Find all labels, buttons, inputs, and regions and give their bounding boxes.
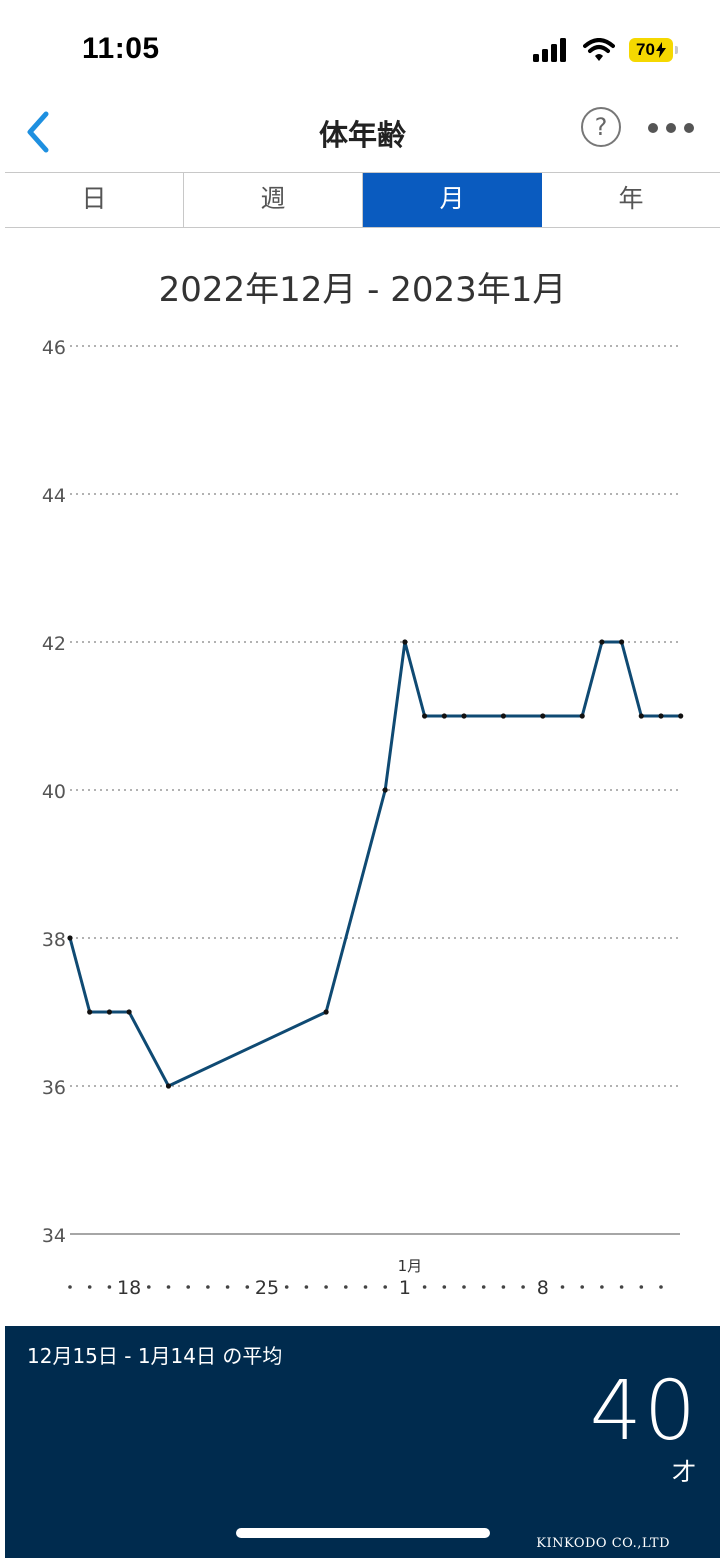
x-axis-dot xyxy=(560,1285,565,1289)
y-tick-label: 38 xyxy=(42,929,66,951)
tab-week[interactable]: 週 xyxy=(184,173,363,227)
page-title: 体年齢 xyxy=(318,118,406,152)
more-dot-icon xyxy=(648,123,658,133)
data-point xyxy=(402,639,408,645)
tab-day[interactable]: 日 xyxy=(5,173,184,227)
y-tick-label: 44 xyxy=(42,485,66,507)
data-point xyxy=(619,639,625,645)
y-tick-label: 40 xyxy=(42,781,66,803)
x-tick-label: 25 xyxy=(255,1277,279,1299)
back-button[interactable] xyxy=(18,106,62,154)
x-axis-dot xyxy=(442,1285,447,1289)
data-point xyxy=(106,1009,112,1015)
summary-unit: 才 xyxy=(672,1458,696,1486)
x-axis-dot xyxy=(87,1285,92,1289)
data-point xyxy=(441,713,447,719)
x-axis-dot xyxy=(481,1285,486,1289)
nav-bar: 体年齢 ? xyxy=(0,100,725,164)
charging-bolt-icon xyxy=(655,42,666,58)
data-point xyxy=(599,639,605,645)
x-tick-label: 8 xyxy=(537,1277,549,1299)
x-axis-dot xyxy=(284,1285,289,1289)
x-axis-dot xyxy=(422,1285,427,1289)
battery-icon: 70 xyxy=(629,38,678,62)
data-point xyxy=(638,713,644,719)
status-icons: 70 xyxy=(533,38,678,62)
data-point xyxy=(382,787,388,793)
x-axis-dot xyxy=(659,1285,663,1289)
tab-year[interactable]: 年 xyxy=(618,184,644,213)
x-axis-dot xyxy=(600,1285,604,1289)
data-point xyxy=(67,935,73,941)
data-point xyxy=(323,1009,329,1015)
more-dot-icon xyxy=(684,123,694,133)
x-tick-label: 1 xyxy=(399,1277,411,1299)
period-tabs: 日 週 月 年 xyxy=(5,172,720,228)
data-point xyxy=(658,713,664,719)
x-axis-dot xyxy=(639,1285,644,1289)
data-point xyxy=(461,713,467,719)
x-axis-dot xyxy=(147,1285,151,1289)
data-point xyxy=(678,713,684,719)
help-button[interactable]: ? xyxy=(581,107,621,147)
x-tick-label: 18 xyxy=(117,1277,141,1299)
y-tick-label: 36 xyxy=(42,1077,66,1099)
y-tick-label: 42 xyxy=(42,633,66,655)
x-axis-dot xyxy=(206,1285,210,1289)
series-line xyxy=(68,640,683,1088)
more-dot-icon xyxy=(666,123,676,133)
x-axis-dot xyxy=(462,1285,466,1289)
summary-panel: 12月15日 - 1月14日 の平均 40 才 KINKODO CO.,LTD xyxy=(5,1326,720,1558)
battery-level: 70 xyxy=(636,40,655,59)
x-axis-dot xyxy=(501,1285,506,1289)
status-time: 11:05 xyxy=(82,32,160,65)
chevron-left-icon xyxy=(27,111,49,153)
y-tick-label: 46 xyxy=(42,337,66,359)
x-axis-dot xyxy=(225,1285,230,1289)
x-axis-dot xyxy=(304,1285,309,1289)
x-axis-dot xyxy=(186,1285,190,1289)
x-axis-dot xyxy=(107,1285,112,1289)
signal-icon xyxy=(533,38,566,62)
body-age-chart: 34 36 38 40 42 44 46 18 25 1 1月 8 xyxy=(42,337,684,1299)
copyright-text: KINKODO CO.,LTD xyxy=(536,1536,670,1551)
data-point xyxy=(126,1009,132,1015)
x-axis-dot xyxy=(68,1285,72,1289)
data-point xyxy=(165,1083,172,1089)
x-axis-dot xyxy=(245,1285,250,1289)
summary-period-label: 12月15日 - 1月14日 の平均 xyxy=(27,1344,283,1368)
x-axis-dot xyxy=(383,1285,388,1289)
date-range-title: 2022年12月 - 2023年1月 xyxy=(158,270,567,310)
data-point xyxy=(422,713,428,719)
wifi-icon xyxy=(583,38,615,61)
data-point xyxy=(540,713,546,719)
summary-average-value: 40 xyxy=(589,1364,698,1459)
x-month-label: 1月 xyxy=(398,1257,423,1275)
x-axis-dot xyxy=(166,1285,171,1289)
x-axis-dot xyxy=(619,1285,624,1289)
data-point xyxy=(579,713,585,719)
x-axis-dot xyxy=(363,1285,368,1289)
x-axis-dot xyxy=(344,1285,348,1289)
data-point xyxy=(87,1009,93,1015)
tab-month[interactable]: 月 xyxy=(363,173,542,227)
data-point xyxy=(500,713,506,719)
x-axis-dot xyxy=(580,1285,584,1289)
status-bar: 11:05 70 xyxy=(0,0,725,100)
x-axis-dot xyxy=(521,1285,525,1289)
home-indicator[interactable] xyxy=(236,1528,490,1538)
x-axis-dot xyxy=(324,1285,328,1289)
y-tick-label: 34 xyxy=(42,1225,66,1247)
more-options-button[interactable] xyxy=(648,116,700,140)
